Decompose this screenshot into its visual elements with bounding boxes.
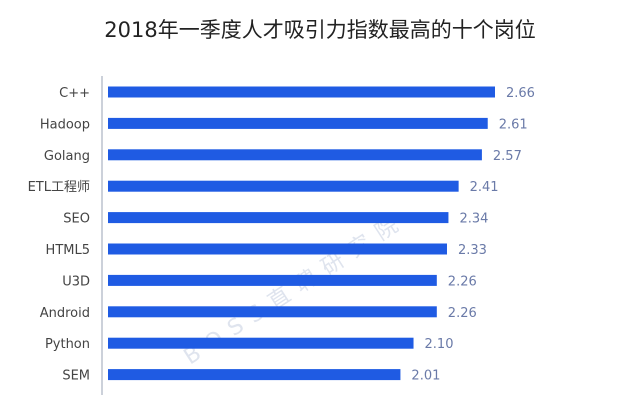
category-label: U3D (62, 274, 90, 289)
value-label: 2.26 (448, 306, 477, 321)
category-label: Golang (44, 149, 90, 164)
category-label: Android (40, 306, 90, 321)
category-label: Python (45, 337, 90, 352)
bar (108, 274, 437, 286)
category-label: HTML5 (46, 243, 90, 258)
value-label: 2.33 (458, 243, 487, 258)
category-label: SEO (63, 212, 90, 227)
bar (108, 180, 459, 192)
category-label: Hadoop (40, 117, 90, 132)
value-label: 2.61 (499, 117, 528, 132)
value-label: 2.66 (506, 86, 535, 101)
category-label: SEM (62, 369, 90, 384)
bar (108, 86, 495, 98)
value-label: 2.57 (493, 149, 522, 164)
bar (108, 243, 447, 255)
category-label: ETL工程师 (28, 180, 90, 195)
bar (108, 212, 449, 224)
bar (108, 337, 414, 349)
value-label: 2.34 (459, 212, 488, 227)
bar (108, 306, 437, 318)
bar (108, 117, 488, 129)
chart-title: 2018年一季度人才吸引力指数最高的十个岗位 (104, 18, 536, 42)
value-label: 2.26 (448, 274, 477, 289)
category-label: C++ (59, 86, 90, 101)
bar (108, 149, 482, 161)
value-label: 2.01 (411, 369, 440, 384)
bar (108, 369, 401, 381)
value-label: 2.41 (470, 180, 499, 195)
value-label: 2.10 (425, 337, 454, 352)
